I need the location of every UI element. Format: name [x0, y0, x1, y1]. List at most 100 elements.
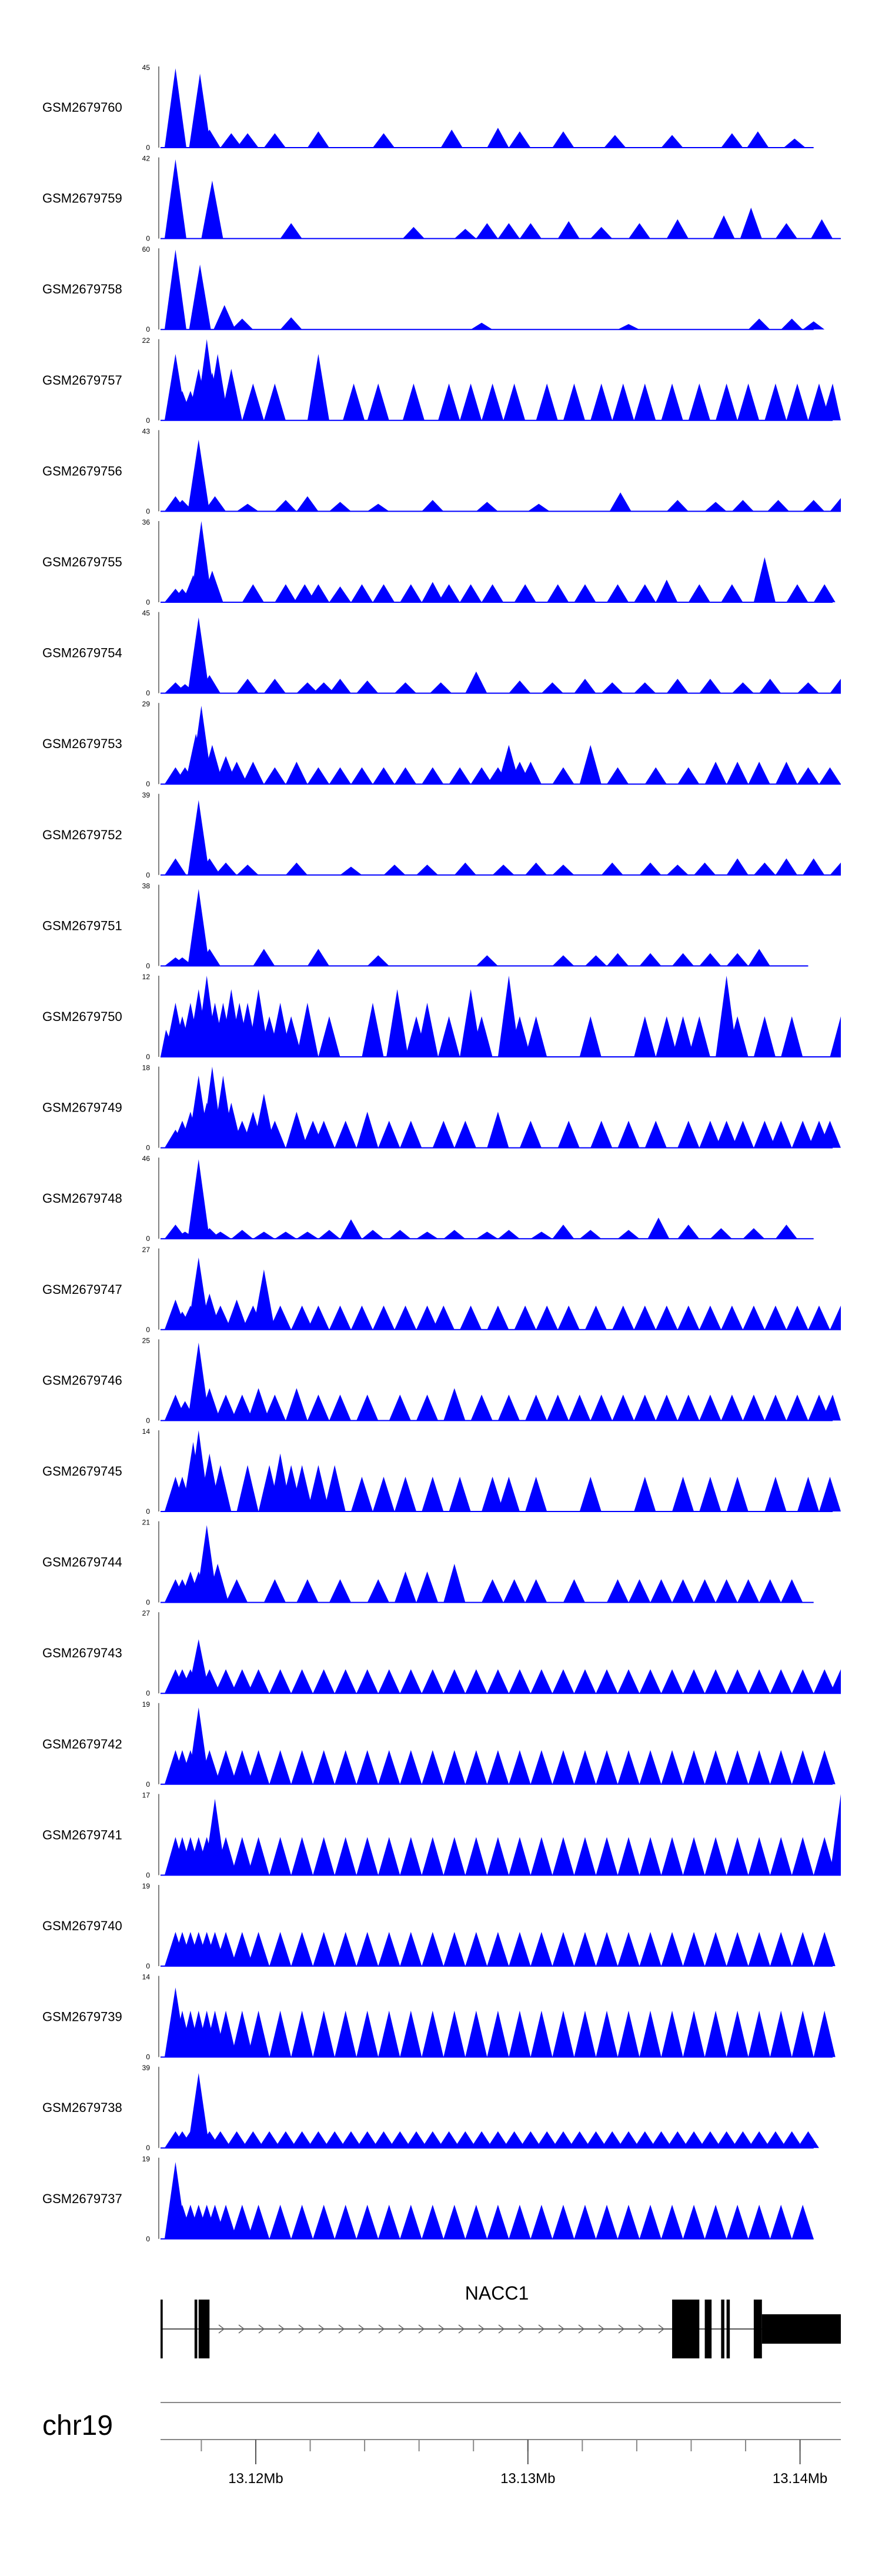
coverage-peak: [748, 2204, 770, 2239]
coverage-peak: [764, 1394, 787, 1421]
track-ymin-label: 0: [146, 1326, 150, 1334]
coverage-peak: [209, 1305, 232, 1330]
coverage-peak: [726, 1016, 749, 1057]
coverage-peak: [269, 2010, 292, 2057]
coverage-peak: [699, 2131, 721, 2148]
coverage-peak: [726, 953, 749, 966]
coverage-peak: [617, 1931, 640, 1966]
coverage-peak: [171, 957, 193, 966]
coverage-peak: [350, 1476, 373, 1511]
coverage-peak: [574, 1750, 596, 1784]
coverage-peak: [775, 223, 797, 239]
coverage-peak: [530, 1750, 553, 1784]
coverage-peak: [770, 1837, 792, 1876]
coverage-tracks: GSM2679760450GSM2679759420GSM2679758600G…: [42, 64, 841, 2243]
coverage-peak: [422, 2131, 444, 2148]
coverage-peak: [285, 1112, 308, 1148]
coverage-peak: [731, 682, 754, 693]
coverage-peak: [530, 1669, 553, 1694]
coverage-peak: [699, 1394, 721, 1421]
coverage-peak: [220, 368, 242, 421]
coverage-peak: [201, 745, 223, 785]
coverage-peak: [525, 1394, 547, 1421]
coverage-peak: [432, 1120, 455, 1148]
coverage-peak: [400, 584, 422, 602]
coverage-peak: [781, 318, 803, 330]
coverage-peak: [563, 1579, 585, 1603]
coverage-peak: [536, 1305, 558, 1330]
coverage-peak: [683, 2010, 705, 2057]
track-ymin-label: 0: [146, 1962, 150, 1970]
coverage-peak: [748, 318, 770, 330]
coverage-peak: [783, 138, 806, 148]
coverage-peak: [275, 500, 297, 512]
coverage-peak: [253, 949, 275, 966]
coverage-peak: [634, 1394, 656, 1421]
coverage-peak: [372, 584, 395, 602]
coverage-peak: [791, 2204, 814, 2239]
gene-exon: [198, 2300, 210, 2358]
coverage-peak: [634, 383, 656, 421]
coverage-peak: [236, 865, 259, 875]
coverage-peak: [313, 2204, 335, 2239]
coverage-peak: [291, 2204, 313, 2239]
track-ymin-label: 0: [146, 689, 150, 698]
coverage-peak: [530, 1837, 553, 1876]
coverage-peak: [367, 383, 389, 421]
coverage-peak: [189, 264, 211, 330]
coverage-peak: [313, 1931, 335, 1966]
coverage-peak: [231, 1931, 253, 1966]
track-ymin-label: 0: [146, 780, 150, 788]
coverage-peak: [356, 1837, 379, 1876]
coverage-peak: [509, 1837, 531, 1876]
coverage-peak: [487, 1305, 509, 1330]
coverage-peak: [497, 223, 520, 239]
coverage-peak: [378, 2010, 400, 2057]
coverage-peak: [386, 989, 409, 1057]
coverage-peak: [612, 383, 634, 421]
coverage-peak: [590, 226, 613, 239]
coverage-peak: [307, 767, 329, 785]
coverage-peak: [821, 1394, 841, 1421]
coverage-peak: [748, 2131, 770, 2148]
coverage-peak: [743, 1394, 765, 1421]
coverage-peak: [416, 865, 439, 875]
coverage-peak: [639, 2204, 662, 2239]
coverage-peak: [634, 1476, 656, 1511]
coverage-peak: [753, 557, 776, 602]
coverage-peak: [574, 1837, 596, 1876]
track-ymin-label: 0: [146, 2235, 150, 2243]
coverage-peak: [416, 1003, 439, 1057]
gene-model: NACC1: [161, 2283, 841, 2358]
coverage-peak: [656, 1394, 678, 1421]
coverage-peak: [634, 682, 656, 693]
coverage-peak: [188, 1159, 210, 1239]
coverage-peak: [830, 1669, 841, 1694]
coverage-peak: [226, 2131, 248, 2148]
coverage-peak: [791, 1120, 814, 1148]
gene-exon: [704, 2300, 712, 2358]
coverage-peak: [775, 1224, 797, 1239]
coverage-peak: [656, 1016, 678, 1057]
track-ymax-label: 12: [142, 973, 151, 981]
coverage-peak: [296, 682, 319, 693]
track-label: GSM2679760: [42, 100, 122, 115]
strand-arrow: [618, 2324, 625, 2334]
coverage-peak: [335, 1837, 357, 1876]
coverage-peak: [422, 1931, 444, 1966]
coverage-peak: [527, 503, 550, 512]
coverage-peak: [356, 1112, 379, 1148]
coverage-peak: [699, 1120, 721, 1148]
coverage-peak: [291, 2010, 313, 2057]
coverage-peak: [661, 1931, 683, 1966]
coverage-peak: [818, 1476, 841, 1511]
coverage-peak: [209, 2131, 232, 2148]
coverage-peak: [296, 496, 319, 512]
coverage-peak: [726, 1669, 749, 1694]
track-ymax-label: 45: [142, 609, 151, 618]
coverage-peak: [530, 2010, 553, 2057]
coverage-peak: [340, 1219, 362, 1239]
coverage-peak: [372, 1305, 395, 1330]
coverage-peak: [482, 1579, 504, 1603]
coverage-peak: [443, 2204, 466, 2239]
